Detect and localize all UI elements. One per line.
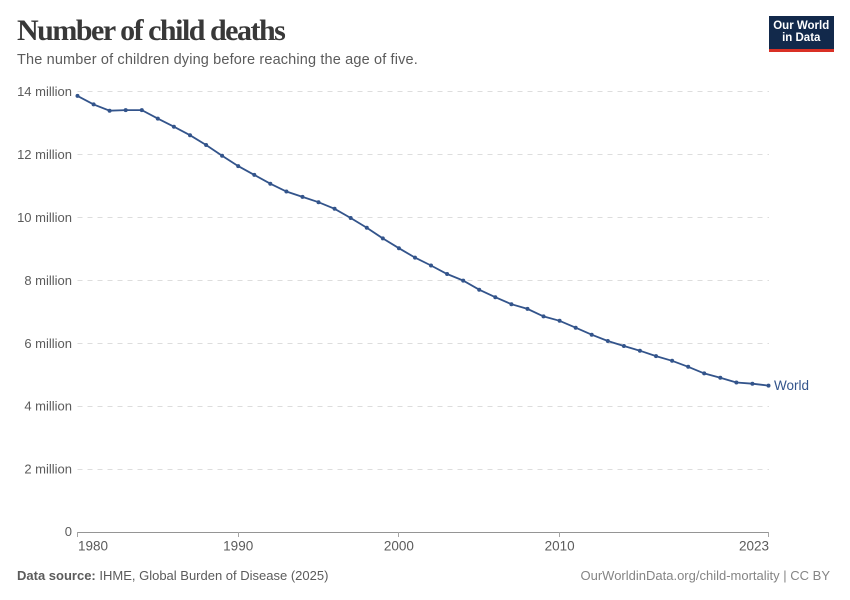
svg-text:6 million: 6 million: [24, 336, 72, 351]
svg-text:12 million: 12 million: [17, 147, 72, 162]
svg-text:1980: 1980: [78, 539, 108, 554]
svg-text:14 million: 14 million: [17, 84, 72, 99]
svg-text:8 million: 8 million: [24, 273, 72, 288]
svg-text:2023: 2023: [739, 539, 769, 554]
svg-text:1990: 1990: [223, 539, 253, 554]
svg-text:2000: 2000: [384, 539, 414, 554]
svg-text:4 million: 4 million: [24, 399, 72, 414]
svg-text:0: 0: [65, 524, 72, 539]
svg-text:2 million: 2 million: [24, 462, 72, 477]
svg-text:10 million: 10 million: [17, 210, 72, 225]
svg-text:2010: 2010: [545, 539, 575, 554]
svg-text:World: World: [774, 378, 809, 393]
